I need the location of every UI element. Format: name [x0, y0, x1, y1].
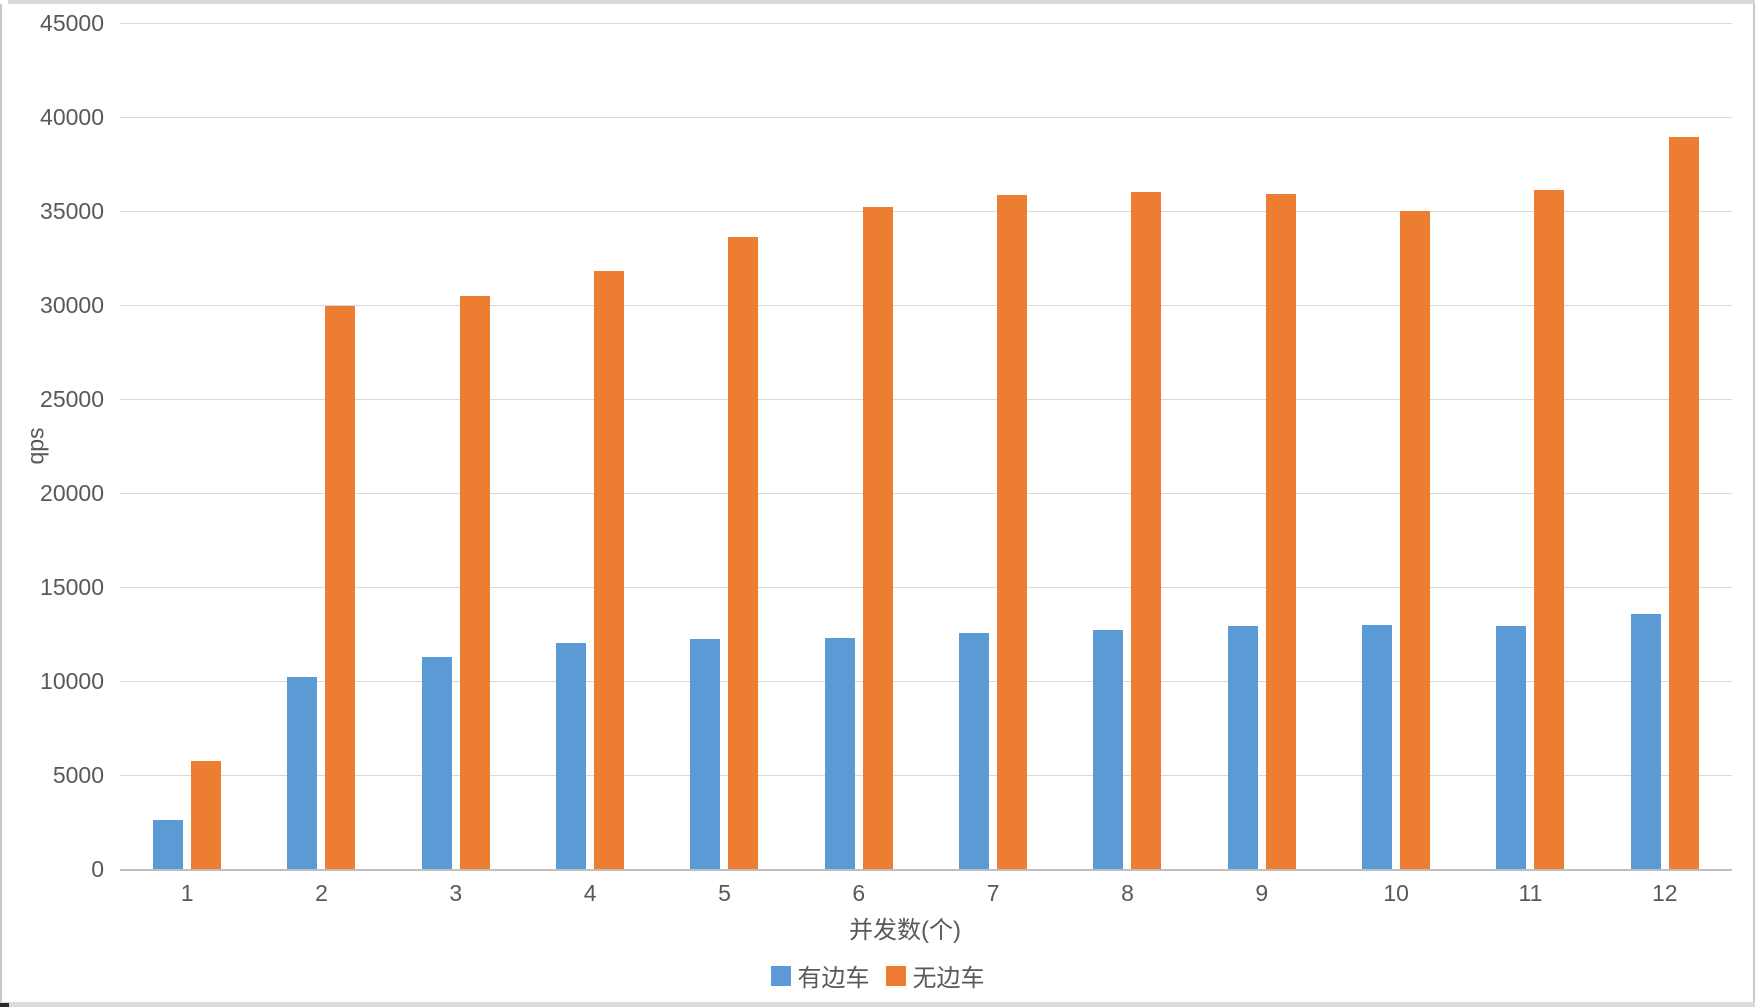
bar-group-4: [523, 23, 657, 869]
window-left-border: [0, 4, 2, 1002]
bar-无边车-5: [728, 237, 759, 869]
x-tick-label-12: 12: [1651, 880, 1678, 906]
bar-group-8: [1060, 23, 1194, 869]
x-tick-label-8: 8: [1121, 880, 1134, 906]
gridline-15000: [120, 587, 1732, 588]
bar-group-9: [1195, 23, 1329, 869]
x-tick-label-4: 4: [583, 880, 597, 906]
bar-有边车-11: [1496, 625, 1527, 869]
bar-有边车-12: [1630, 614, 1661, 869]
gridline-10000: [120, 681, 1732, 682]
bar-有边车-8: [1093, 630, 1124, 869]
bar-group-11: [1463, 23, 1597, 869]
y-tick-label-0: 0: [91, 856, 104, 882]
y-tick-label-25000: 25000: [40, 386, 104, 412]
bar-无边车-6: [862, 207, 893, 869]
bar-group-10: [1329, 23, 1463, 869]
gridline-30000: [120, 305, 1732, 306]
x-axis-tick-labels: 1 2 3 4 5 6 7 8 9 10 11 12: [120, 880, 1732, 907]
y-tick-label-45000: 45000: [40, 10, 104, 36]
x-tick-label-2: 2: [315, 880, 328, 906]
y-tick-label-20000: 20000: [40, 480, 104, 506]
legend-swatch-icon: [770, 965, 791, 986]
y-tick-label-15000: 15000: [40, 574, 104, 600]
x-axis-line: [120, 869, 1732, 871]
window-right-border: [1753, 4, 1755, 1002]
x-tick-label-3: 3: [449, 880, 463, 906]
gridline-40000: [120, 117, 1732, 118]
bar-有边车-2: [287, 677, 318, 869]
y-tick-label-35000: 35000: [40, 198, 104, 224]
x-tick-label-10: 10: [1383, 880, 1409, 906]
x-tick-label-9: 9: [1255, 880, 1269, 906]
bar-无边车-9: [1265, 194, 1296, 869]
x-tick-label-7: 7: [986, 880, 1000, 906]
bar-无边车-7: [997, 195, 1028, 869]
bar-有边车-5: [690, 638, 721, 869]
gridline-20000: [120, 493, 1732, 494]
x-tick-label-1: 1: [180, 880, 194, 906]
bar-group-3: [389, 23, 523, 869]
bar-无边车-1: [191, 760, 222, 869]
y-tick-label-30000: 30000: [40, 292, 104, 318]
scrollbar-corner: [0, 1003, 9, 1007]
bar-group-12: [1598, 23, 1732, 869]
x-tick-label-6: 6: [852, 880, 866, 906]
bar-有边车-4: [556, 643, 587, 869]
bar-无边车-2: [325, 305, 356, 869]
x-tick-label-11: 11: [1518, 880, 1543, 906]
bar-group-5: [657, 23, 791, 869]
bar-无边车-4: [594, 271, 625, 869]
bar-group-2: [254, 23, 388, 869]
bar-group-7: [926, 23, 1060, 869]
window-top-border: [8, 0, 1755, 4]
legend-swatch-icon: [885, 965, 906, 986]
legend: 有边车 无边车: [0, 958, 1755, 993]
legend-item-无边车: 无边车: [885, 958, 985, 993]
bar-group-6: [792, 23, 926, 869]
bar-有边车-9: [1227, 625, 1258, 869]
y-tick-label-10000: 10000: [40, 668, 104, 694]
gridline-45000: [120, 23, 1732, 24]
bar-无边车-10: [1400, 211, 1431, 869]
bar-无边车-11: [1534, 190, 1565, 869]
bar-无边车-8: [1131, 192, 1162, 869]
y-tick-label-40000: 40000: [40, 104, 104, 130]
plot-area: [120, 23, 1732, 871]
legend-label: 无边车: [912, 965, 985, 992]
bar-无边车-12: [1668, 136, 1699, 869]
bar-有边车-1: [153, 820, 184, 869]
y-tick-label-5000: 5000: [52, 762, 104, 788]
bar-无边车-3: [459, 295, 490, 869]
horizontal-scrollbar-track[interactable]: [0, 1002, 1755, 1007]
bar-有边车-10: [1362, 624, 1393, 869]
bar-group-1: [120, 23, 254, 869]
y-axis-title: qps: [22, 427, 49, 465]
legend-label: 有边车: [797, 965, 870, 992]
x-axis-title: 并发数(个): [849, 917, 961, 944]
bar-有边车-6: [824, 637, 855, 869]
gridline-35000: [120, 211, 1732, 212]
gridline-5000: [120, 775, 1732, 776]
x-tick-label-5: 5: [718, 880, 731, 906]
gridline-25000: [120, 399, 1732, 400]
bar-有边车-7: [959, 633, 990, 869]
legend-item-有边车: 有边车: [770, 958, 870, 993]
bar-有边车-3: [421, 656, 452, 869]
